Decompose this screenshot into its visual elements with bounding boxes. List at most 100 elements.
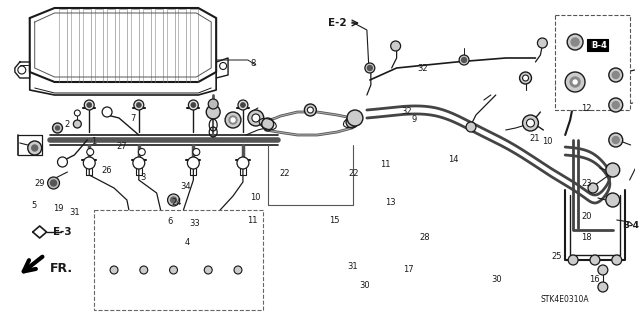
Text: 11: 11 — [247, 216, 258, 225]
Text: 10: 10 — [250, 193, 260, 202]
Text: 25: 25 — [551, 252, 562, 261]
Text: 18: 18 — [581, 233, 592, 242]
Text: FR.: FR. — [49, 262, 73, 275]
Circle shape — [28, 141, 42, 155]
Circle shape — [264, 123, 272, 131]
Text: 29: 29 — [35, 179, 45, 188]
Circle shape — [305, 104, 316, 116]
Circle shape — [206, 105, 220, 119]
Circle shape — [346, 116, 358, 128]
Circle shape — [32, 145, 38, 151]
Circle shape — [248, 110, 264, 126]
Circle shape — [262, 118, 274, 130]
Circle shape — [612, 137, 620, 144]
Text: 13: 13 — [385, 198, 396, 207]
Circle shape — [612, 101, 620, 108]
Circle shape — [520, 72, 531, 84]
Polygon shape — [33, 226, 47, 238]
Circle shape — [136, 102, 141, 108]
Text: 27: 27 — [116, 142, 127, 151]
Text: 14: 14 — [448, 155, 458, 164]
Circle shape — [140, 266, 148, 274]
Text: 5: 5 — [31, 201, 36, 210]
Text: 32: 32 — [401, 107, 412, 116]
Circle shape — [590, 255, 600, 265]
Text: 17: 17 — [403, 265, 414, 274]
Circle shape — [367, 65, 372, 70]
Text: 8: 8 — [250, 59, 255, 68]
Circle shape — [74, 110, 80, 116]
Text: 10: 10 — [542, 137, 552, 146]
Text: 15: 15 — [329, 216, 340, 225]
Circle shape — [252, 114, 260, 122]
Circle shape — [573, 80, 577, 84]
Bar — [556, 15, 630, 110]
Circle shape — [461, 57, 467, 63]
Circle shape — [74, 120, 81, 128]
Circle shape — [188, 157, 199, 169]
Text: 6: 6 — [168, 217, 173, 226]
Circle shape — [229, 116, 237, 124]
Circle shape — [609, 68, 623, 82]
Circle shape — [390, 41, 401, 51]
Circle shape — [567, 34, 583, 50]
Text: 21: 21 — [530, 134, 540, 143]
Circle shape — [568, 255, 578, 265]
Text: 24: 24 — [171, 198, 182, 207]
Circle shape — [241, 102, 245, 108]
Circle shape — [204, 266, 212, 274]
Text: 32: 32 — [417, 64, 428, 73]
Circle shape — [134, 100, 144, 110]
Circle shape — [56, 126, 60, 130]
Circle shape — [168, 194, 179, 206]
Text: 1: 1 — [92, 137, 97, 146]
Text: 2: 2 — [64, 120, 69, 129]
Circle shape — [527, 119, 534, 127]
Circle shape — [170, 197, 177, 203]
Circle shape — [220, 63, 227, 70]
Text: E-3: E-3 — [53, 227, 72, 237]
Circle shape — [58, 157, 67, 167]
Circle shape — [51, 180, 56, 186]
Circle shape — [193, 149, 200, 155]
Text: 7: 7 — [131, 114, 136, 122]
Circle shape — [307, 107, 314, 113]
Circle shape — [208, 99, 218, 109]
Circle shape — [234, 266, 242, 274]
Text: B-4: B-4 — [591, 41, 607, 49]
Circle shape — [522, 115, 538, 131]
Circle shape — [170, 266, 177, 274]
Text: 16: 16 — [589, 275, 599, 284]
Circle shape — [612, 255, 621, 265]
Text: 11: 11 — [380, 160, 390, 169]
Circle shape — [18, 66, 26, 74]
Text: 31: 31 — [70, 208, 80, 217]
Circle shape — [133, 157, 145, 169]
Circle shape — [225, 112, 241, 128]
Text: 30: 30 — [492, 275, 502, 284]
Circle shape — [522, 75, 529, 81]
Text: 22: 22 — [279, 169, 289, 178]
Circle shape — [570, 77, 580, 87]
Text: 9: 9 — [411, 115, 417, 124]
Circle shape — [238, 100, 248, 110]
Circle shape — [110, 266, 118, 274]
Text: B-4: B-4 — [622, 220, 639, 229]
Text: E-2: E-2 — [328, 18, 346, 28]
Circle shape — [598, 282, 608, 292]
Text: 31: 31 — [348, 262, 358, 271]
Text: 19: 19 — [53, 204, 63, 213]
Circle shape — [347, 110, 363, 126]
Circle shape — [83, 157, 95, 169]
Circle shape — [84, 100, 94, 110]
Circle shape — [588, 183, 598, 193]
Text: 23: 23 — [581, 179, 592, 188]
Circle shape — [609, 98, 623, 112]
Circle shape — [188, 100, 198, 110]
Circle shape — [365, 63, 375, 73]
Text: 20: 20 — [581, 212, 591, 221]
Text: 26: 26 — [101, 166, 112, 175]
Circle shape — [565, 72, 585, 92]
Text: STK4E0310A: STK4E0310A — [541, 295, 589, 305]
Circle shape — [538, 38, 547, 48]
